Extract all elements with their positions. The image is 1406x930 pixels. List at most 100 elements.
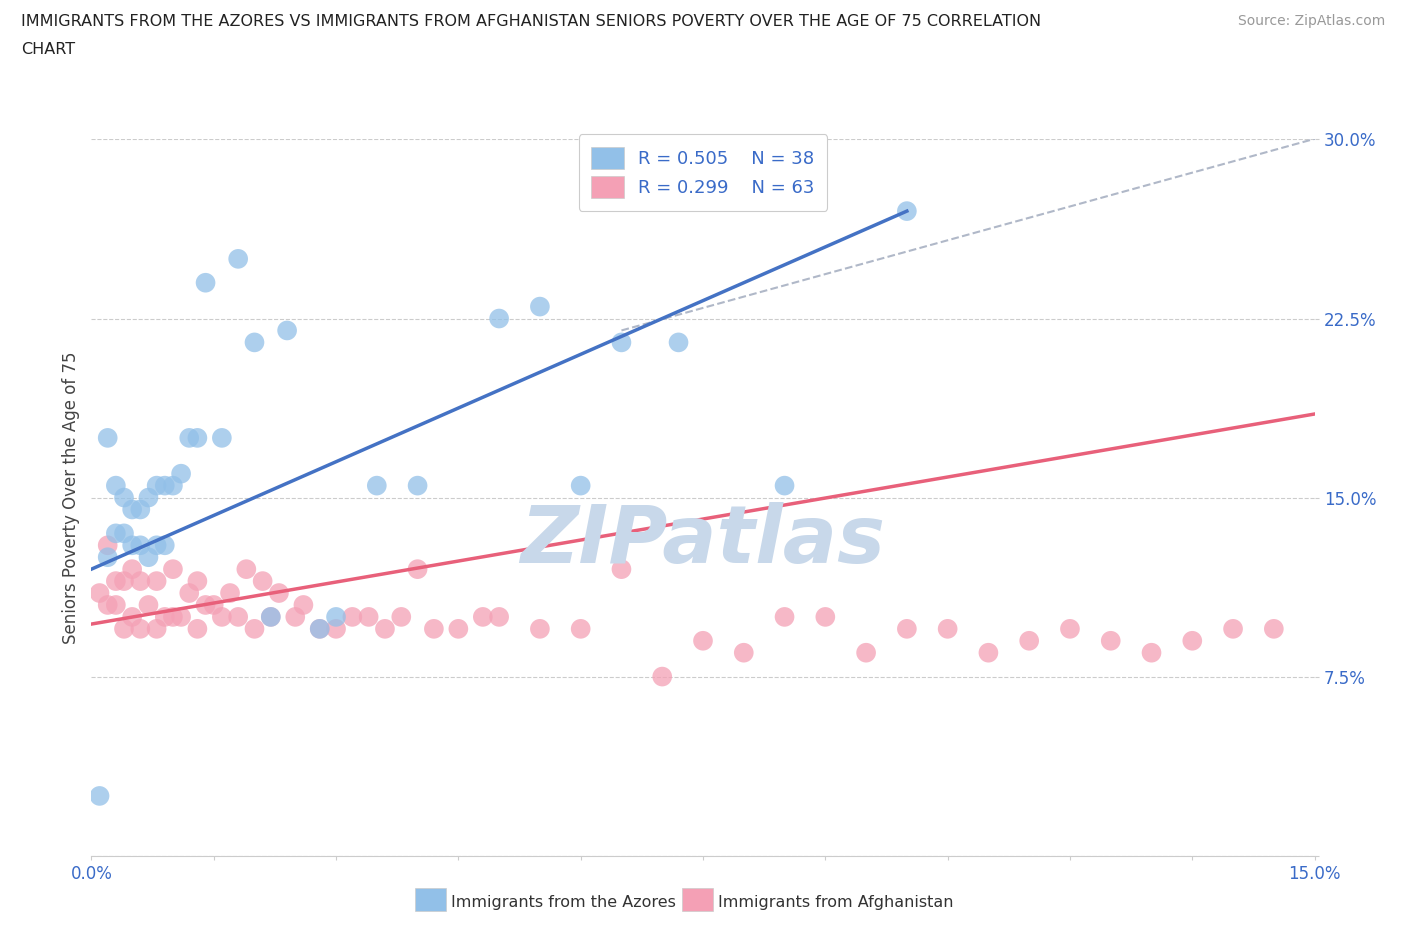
Y-axis label: Seniors Poverty Over the Age of 75: Seniors Poverty Over the Age of 75 [62, 352, 80, 644]
Point [211, 609, 233, 624]
Point [471, 609, 494, 624]
Point [97, 550, 120, 565]
Point [260, 609, 283, 624]
Point [374, 621, 396, 636]
Point [406, 478, 429, 493]
Point [936, 621, 959, 636]
Point [855, 645, 877, 660]
Point [162, 609, 184, 624]
Point [773, 478, 796, 493]
Text: ZIPatlas: ZIPatlas [520, 501, 886, 579]
Point [89, 586, 111, 601]
Point [447, 621, 470, 636]
Point [1263, 621, 1285, 636]
Point [260, 609, 283, 624]
Point [129, 538, 152, 552]
Point [243, 621, 266, 636]
Point [211, 431, 233, 445]
Point [1181, 633, 1204, 648]
Text: Immigrants from Afghanistan: Immigrants from Afghanistan [718, 895, 953, 910]
Point [267, 586, 290, 601]
Point [138, 550, 160, 565]
Point [153, 478, 176, 493]
Point [162, 478, 184, 493]
Point [342, 609, 364, 624]
Point [226, 251, 249, 266]
Point [1099, 633, 1122, 648]
Point [896, 204, 918, 219]
Point [179, 431, 201, 445]
Point [1018, 633, 1040, 648]
Point [179, 586, 201, 601]
Point [104, 574, 127, 589]
Point [121, 538, 143, 552]
Point [325, 621, 347, 636]
Point [308, 621, 330, 636]
Point [129, 574, 152, 589]
Point [1140, 645, 1163, 660]
Point [610, 335, 633, 350]
Point [97, 431, 120, 445]
Point [186, 431, 208, 445]
Point [773, 609, 796, 624]
Point [104, 478, 127, 493]
Point [145, 538, 167, 552]
Point [121, 609, 143, 624]
Point [977, 645, 1000, 660]
Point [145, 478, 167, 493]
Point [610, 562, 633, 577]
Point [138, 490, 160, 505]
Point [153, 609, 176, 624]
Point [112, 574, 135, 589]
Point [121, 502, 143, 517]
Point [153, 538, 176, 552]
Point [276, 323, 298, 338]
Point [194, 275, 217, 290]
Point [186, 574, 208, 589]
Point [129, 502, 152, 517]
Point [243, 335, 266, 350]
Text: Immigrants from the Azores: Immigrants from the Azores [451, 895, 676, 910]
Point [814, 609, 837, 624]
Point [325, 609, 347, 624]
Point [170, 466, 193, 481]
Point [186, 621, 208, 636]
Point [423, 621, 446, 636]
Point [668, 335, 690, 350]
Point [651, 670, 673, 684]
Point [104, 597, 127, 612]
Point [529, 621, 551, 636]
Point [97, 538, 120, 552]
Point [366, 478, 388, 493]
Point [692, 633, 714, 648]
Text: Source: ZipAtlas.com: Source: ZipAtlas.com [1237, 14, 1385, 28]
Point [104, 526, 127, 541]
Text: IMMIGRANTS FROM THE AZORES VS IMMIGRANTS FROM AFGHANISTAN SENIORS POVERTY OVER T: IMMIGRANTS FROM THE AZORES VS IMMIGRANTS… [21, 14, 1042, 29]
Point [389, 609, 412, 624]
Point [1222, 621, 1244, 636]
Point [121, 562, 143, 577]
Point [226, 609, 249, 624]
Point [89, 789, 111, 804]
Point [406, 562, 429, 577]
Point [488, 311, 510, 326]
Point [357, 609, 380, 624]
Point [284, 609, 307, 624]
Point [235, 562, 257, 577]
Point [202, 597, 225, 612]
Point [97, 597, 120, 612]
Point [733, 645, 755, 660]
Point [292, 597, 315, 612]
Point [219, 586, 242, 601]
Point [252, 574, 274, 589]
Point [162, 562, 184, 577]
Point [488, 609, 510, 624]
Point [112, 490, 135, 505]
Text: CHART: CHART [21, 42, 75, 57]
Point [112, 621, 135, 636]
Point [145, 574, 167, 589]
Point [194, 597, 217, 612]
Point [138, 597, 160, 612]
Point [1059, 621, 1081, 636]
Point [145, 621, 167, 636]
